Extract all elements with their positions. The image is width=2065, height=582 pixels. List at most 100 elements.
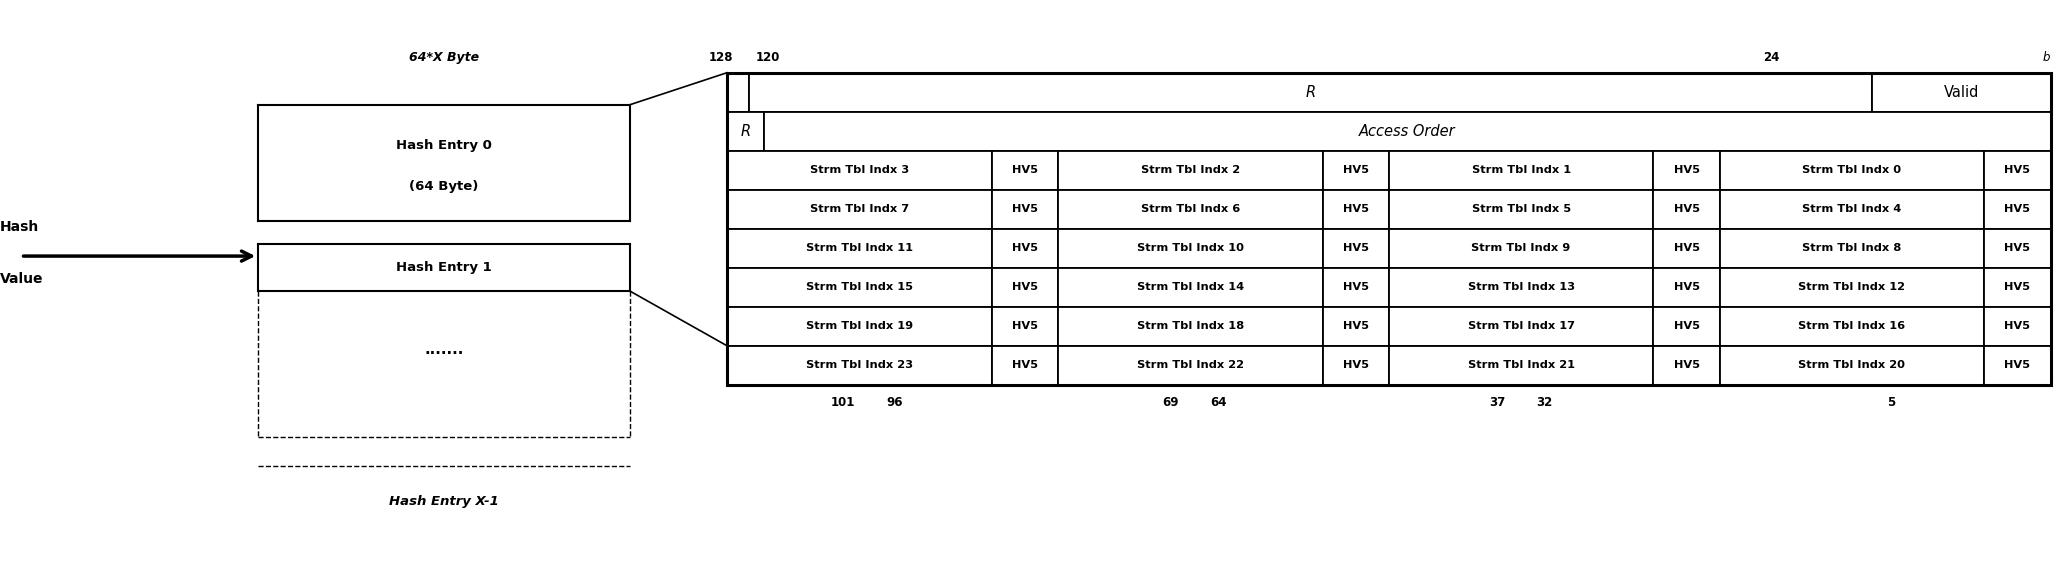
Text: HV5: HV5: [2005, 243, 2030, 253]
Text: 69: 69: [1163, 396, 1179, 409]
Text: 120: 120: [756, 51, 781, 64]
Bar: [1057, 268, 1322, 307]
Bar: [1057, 190, 1322, 229]
Bar: [1388, 190, 1654, 229]
Text: Hash Entry 0: Hash Entry 0: [396, 139, 491, 152]
Bar: [1654, 346, 1720, 385]
Text: HV5: HV5: [1012, 165, 1039, 175]
Text: 37: 37: [1489, 396, 1505, 409]
Text: Strm Tbl Indx 19: Strm Tbl Indx 19: [805, 321, 913, 331]
Text: Hash: Hash: [0, 220, 39, 234]
Bar: [991, 346, 1057, 385]
Text: HV5: HV5: [2005, 282, 2030, 292]
Text: Strm Tbl Indx 22: Strm Tbl Indx 22: [1136, 360, 1243, 370]
Text: HV5: HV5: [1012, 360, 1039, 370]
Text: HV5: HV5: [1673, 282, 1699, 292]
Text: HV5: HV5: [1342, 360, 1369, 370]
Bar: [727, 73, 750, 112]
Bar: [727, 112, 764, 151]
Bar: [1720, 151, 1984, 190]
Bar: [727, 190, 991, 229]
Text: HV5: HV5: [1012, 204, 1039, 214]
Bar: [1654, 229, 1720, 268]
Bar: [1720, 346, 1984, 385]
Text: HV5: HV5: [1673, 243, 1699, 253]
Bar: [991, 151, 1057, 190]
Bar: [1720, 268, 1984, 307]
Text: Strm Tbl Indx 20: Strm Tbl Indx 20: [1799, 360, 1906, 370]
Bar: [727, 307, 991, 346]
Bar: [750, 73, 1873, 112]
Bar: [1654, 151, 1720, 190]
Bar: [991, 190, 1057, 229]
Bar: [1720, 229, 1984, 268]
Text: Strm Tbl Indx 9: Strm Tbl Indx 9: [1472, 243, 1571, 253]
Bar: [727, 151, 991, 190]
Text: 64: 64: [1210, 396, 1227, 409]
Bar: [1322, 190, 1388, 229]
Bar: [727, 268, 991, 307]
Bar: [1984, 346, 2051, 385]
Bar: [1873, 73, 2051, 112]
Text: Strm Tbl Indx 14: Strm Tbl Indx 14: [1136, 282, 1243, 292]
Bar: [1057, 229, 1322, 268]
Bar: [1057, 346, 1322, 385]
Text: 128: 128: [708, 51, 733, 64]
Bar: [1654, 268, 1720, 307]
Bar: [1984, 268, 2051, 307]
Text: 96: 96: [886, 396, 902, 409]
Bar: [1984, 229, 2051, 268]
Text: Hash Entry 1: Hash Entry 1: [396, 261, 491, 274]
Text: 64*X Byte: 64*X Byte: [409, 51, 479, 64]
Bar: [1388, 151, 1654, 190]
Text: HV5: HV5: [2005, 321, 2030, 331]
Bar: [1388, 307, 1654, 346]
Text: Strm Tbl Indx 3: Strm Tbl Indx 3: [809, 165, 909, 175]
Text: HV5: HV5: [1673, 165, 1699, 175]
Bar: [1322, 229, 1388, 268]
Text: Strm Tbl Indx 21: Strm Tbl Indx 21: [1468, 360, 1576, 370]
Text: HV5: HV5: [2005, 204, 2030, 214]
Text: HV5: HV5: [1012, 243, 1039, 253]
Text: Strm Tbl Indx 15: Strm Tbl Indx 15: [805, 282, 913, 292]
Bar: [1057, 307, 1322, 346]
Bar: [1322, 346, 1388, 385]
Text: Strm Tbl Indx 2: Strm Tbl Indx 2: [1140, 165, 1239, 175]
Text: HV5: HV5: [2005, 165, 2030, 175]
Text: .......: .......: [423, 342, 465, 357]
Bar: [1720, 307, 1984, 346]
Text: Strm Tbl Indx 6: Strm Tbl Indx 6: [1140, 204, 1239, 214]
Text: HV5: HV5: [1342, 165, 1369, 175]
Text: Value: Value: [0, 272, 43, 286]
Text: 101: 101: [830, 396, 855, 409]
Text: HV5: HV5: [1342, 243, 1369, 253]
Text: HV5: HV5: [1342, 204, 1369, 214]
Text: HV5: HV5: [1673, 360, 1699, 370]
Bar: [1388, 268, 1654, 307]
Bar: [727, 73, 2051, 385]
Text: HV5: HV5: [1673, 321, 1699, 331]
Text: (64 Byte): (64 Byte): [409, 180, 479, 193]
Bar: [727, 346, 991, 385]
Text: Strm Tbl Indx 11: Strm Tbl Indx 11: [805, 243, 913, 253]
Text: Strm Tbl Indx 23: Strm Tbl Indx 23: [805, 360, 913, 370]
Bar: [1322, 151, 1388, 190]
Text: Strm Tbl Indx 4: Strm Tbl Indx 4: [1803, 204, 1902, 214]
Text: R: R: [739, 124, 750, 139]
Bar: [1984, 151, 2051, 190]
Bar: [1322, 307, 1388, 346]
Text: Strm Tbl Indx 18: Strm Tbl Indx 18: [1136, 321, 1243, 331]
Bar: [764, 112, 2051, 151]
Text: Strm Tbl Indx 1: Strm Tbl Indx 1: [1472, 165, 1571, 175]
Text: Strm Tbl Indx 17: Strm Tbl Indx 17: [1468, 321, 1576, 331]
Bar: [1984, 307, 2051, 346]
Bar: [991, 229, 1057, 268]
Bar: [1984, 190, 2051, 229]
Bar: [1388, 346, 1654, 385]
Bar: [727, 229, 991, 268]
Text: Strm Tbl Indx 8: Strm Tbl Indx 8: [1803, 243, 1902, 253]
Bar: [1654, 190, 1720, 229]
Bar: [1322, 268, 1388, 307]
Text: HV5: HV5: [1342, 282, 1369, 292]
Text: HV5: HV5: [2005, 360, 2030, 370]
